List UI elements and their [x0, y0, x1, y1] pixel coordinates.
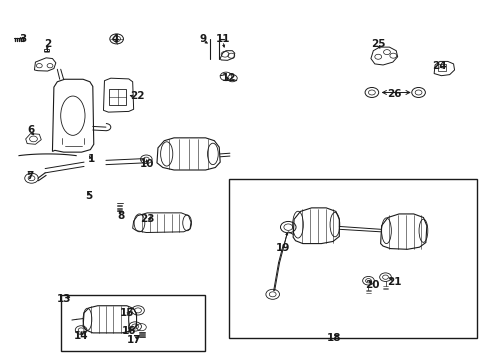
- Text: 14: 14: [74, 332, 89, 342]
- Text: 13: 13: [56, 294, 71, 303]
- Bar: [437, 64, 445, 71]
- Bar: [228, 179, 476, 338]
- Text: 2: 2: [44, 39, 51, 49]
- Text: 18: 18: [326, 333, 341, 343]
- Text: 22: 22: [130, 91, 144, 101]
- Bar: [61, 295, 204, 351]
- Bar: [109, 89, 126, 105]
- Text: 21: 21: [386, 277, 401, 287]
- Text: 16: 16: [122, 326, 136, 336]
- Bar: [44, 49, 49, 51]
- Text: 20: 20: [364, 280, 378, 291]
- Text: 12: 12: [221, 73, 236, 83]
- Text: 3: 3: [20, 34, 27, 44]
- Text: 7: 7: [26, 171, 33, 181]
- Text: 6: 6: [27, 125, 34, 135]
- Text: 26: 26: [386, 89, 401, 99]
- Text: 9: 9: [199, 34, 206, 44]
- Text: 19: 19: [276, 243, 290, 253]
- Text: 8: 8: [117, 211, 124, 221]
- Text: 25: 25: [370, 39, 385, 49]
- Text: 10: 10: [140, 159, 154, 169]
- Text: 4: 4: [112, 34, 119, 44]
- Text: 5: 5: [85, 191, 92, 201]
- Text: 24: 24: [431, 61, 446, 71]
- Text: 11: 11: [215, 34, 229, 44]
- Text: 1: 1: [87, 154, 95, 163]
- Text: 15: 15: [120, 308, 134, 318]
- Text: 17: 17: [126, 335, 141, 345]
- Text: 23: 23: [140, 214, 154, 224]
